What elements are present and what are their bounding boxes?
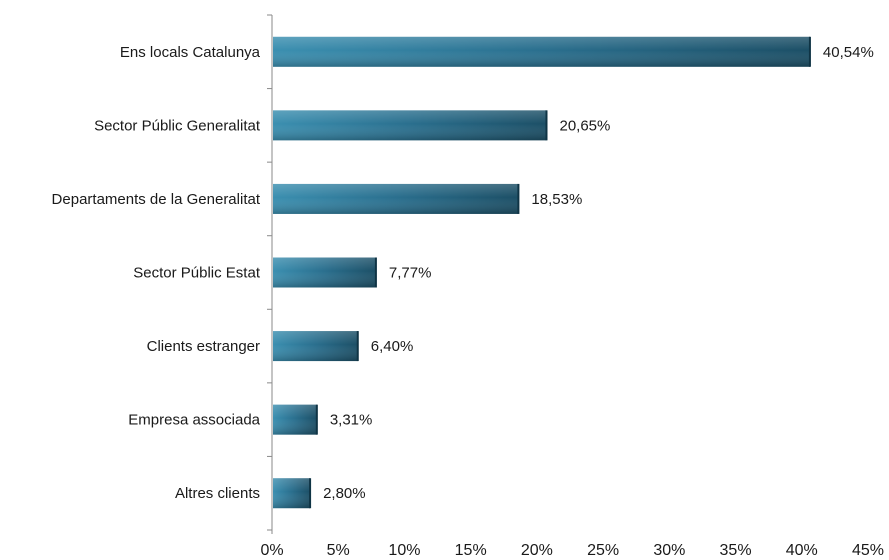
category-label: Sector Públic Generalitat [94,117,261,134]
x-tick-label: 0% [260,542,283,559]
category-label: Sector Públic Estat [133,265,261,282]
category-label: Clients estranger [147,338,260,355]
x-tick-label: 40% [786,542,818,559]
bar-shade [273,404,317,435]
x-tick-label: 15% [455,542,487,559]
x-tick-label: 30% [653,542,685,559]
x-tick-label: 5% [327,542,350,559]
bar-shade [273,110,547,141]
x-tick-label: 25% [587,542,619,559]
value-label: 20,65% [559,117,610,134]
value-label: 40,54% [823,44,874,61]
labels-layer: Ens locals Catalunya 40,54% Sector Públic … [52,44,884,559]
x-tick-label: 20% [521,542,553,559]
category-label: Ens locals Catalunya [120,44,261,61]
category-label: Empresa associada [128,412,260,429]
value-label: 3,31% [330,412,373,429]
value-label: 6,40% [371,338,414,355]
bar-shade [273,36,810,67]
x-tick-label: 35% [720,542,752,559]
bar-shade [273,331,358,362]
value-label: 2,80% [323,485,366,502]
x-tick-label: 10% [388,542,420,559]
category-label: Altres clients [175,485,260,502]
x-tick-label: 45% [852,542,884,559]
bar-shade [273,183,519,214]
value-label: 18,53% [531,191,582,208]
bars-layer [273,36,811,509]
bar-shade [273,257,376,288]
axis-layer [267,14,273,534]
bar-shade [273,478,311,509]
value-label: 7,77% [389,265,432,282]
category-label: Departaments de la Generalitat [52,191,261,208]
